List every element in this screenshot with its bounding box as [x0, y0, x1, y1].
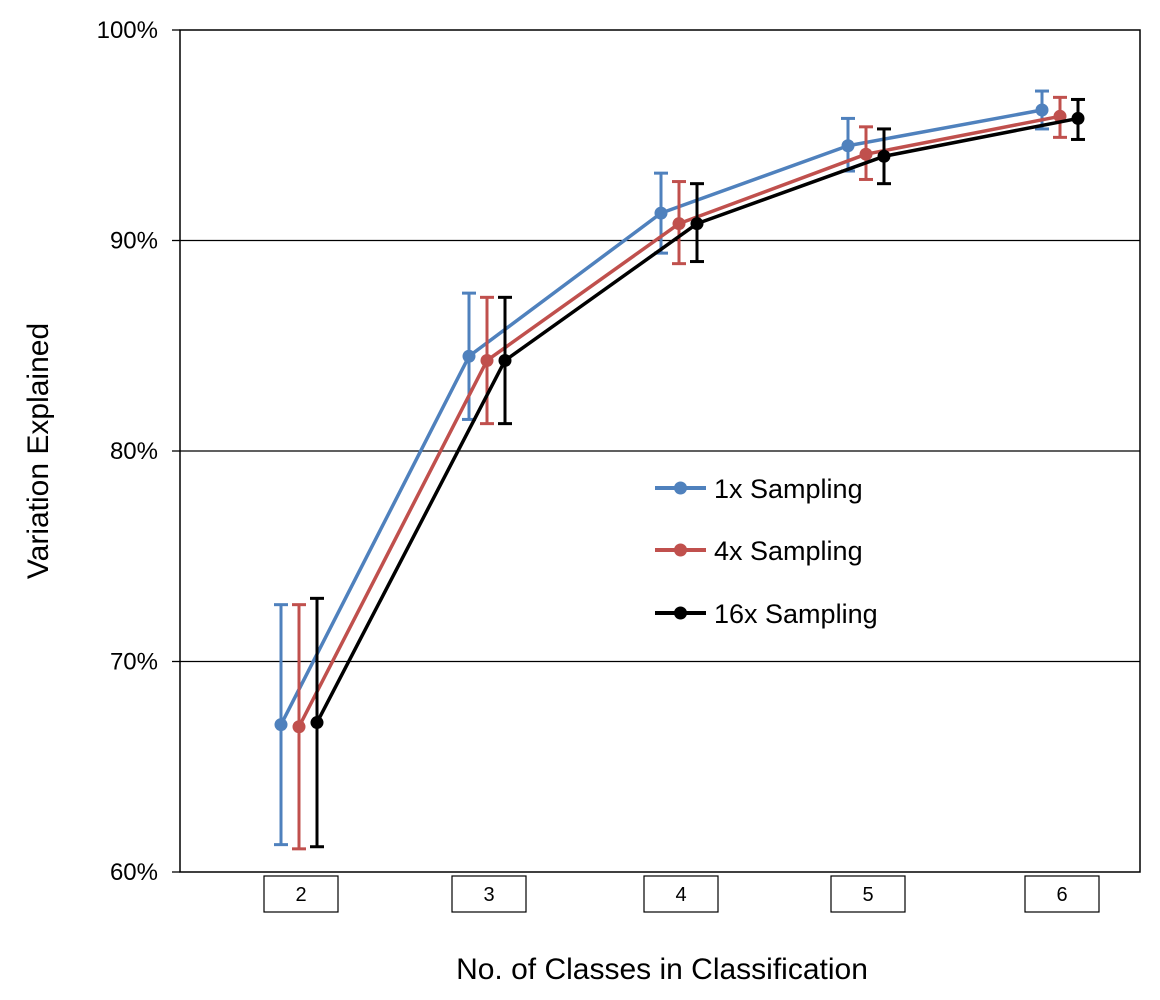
x-category-label: 3	[483, 884, 494, 906]
x-axis-categories: 2 3 4 5 6	[263, 875, 1100, 913]
legend-swatch-marker	[674, 606, 687, 620]
x-category-box	[451, 875, 527, 913]
x-category-box	[263, 875, 339, 913]
x-axis-title: No. of Classes in Classification	[456, 953, 868, 986]
y-axis-title: Variation Explained	[22, 323, 55, 579]
data-point	[310, 716, 324, 730]
data-point	[859, 147, 873, 161]
data-point	[841, 139, 855, 153]
x-category-box	[643, 875, 719, 913]
data-point	[480, 353, 494, 367]
legend-item: 4x Sampling	[655, 536, 863, 566]
legend-item: 1x Sampling	[655, 474, 863, 504]
legend-label: 4x Sampling	[714, 536, 863, 566]
data-point	[672, 217, 686, 231]
data-point	[292, 720, 306, 734]
y-axis-ticks: 60% 70% 80% 90% 100%	[97, 17, 180, 886]
data-point	[690, 217, 704, 231]
data-point	[877, 149, 891, 163]
data-point	[654, 206, 668, 220]
y-tick-label: 100%	[97, 17, 158, 44]
x-category-label: 2	[295, 884, 306, 906]
y-tick-label: 80%	[110, 438, 158, 465]
legend-label: 1x Sampling	[714, 474, 863, 504]
legend-label: 16x Sampling	[714, 599, 878, 629]
data-point	[274, 718, 288, 732]
series-3	[310, 97, 1085, 849]
x-category-label: 5	[862, 884, 873, 906]
series-layer	[274, 89, 1085, 851]
legend-item: 16x Sampling	[655, 599, 878, 629]
x-category-label: 4	[675, 884, 686, 906]
legend-swatch-marker	[674, 481, 687, 495]
data-point	[1035, 103, 1049, 117]
data-point	[1071, 111, 1085, 125]
y-tick-label: 90%	[110, 228, 158, 255]
x-category-label: 6	[1056, 884, 1067, 906]
legend: 1x Sampling 4x Sampling 16x Sampling	[655, 474, 878, 629]
data-point	[498, 353, 512, 367]
legend-swatch-marker	[674, 543, 687, 557]
x-category-box	[830, 875, 906, 913]
series-2	[292, 95, 1067, 851]
y-tick-label: 60%	[110, 859, 158, 886]
y-tick-label: 70%	[110, 649, 158, 676]
x-category-box	[1024, 875, 1100, 913]
data-point	[462, 349, 476, 363]
